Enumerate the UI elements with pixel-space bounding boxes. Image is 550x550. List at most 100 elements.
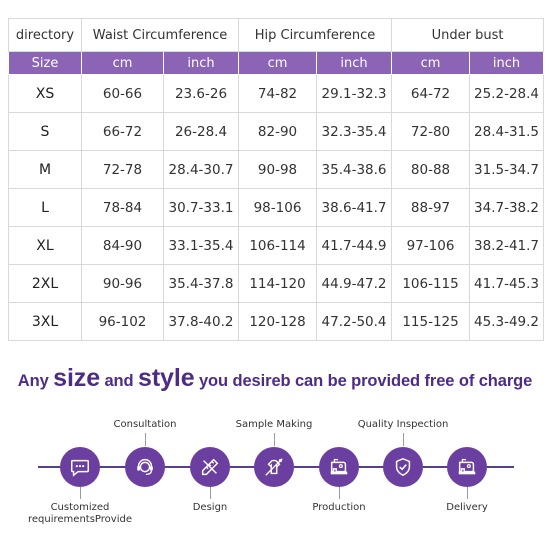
table-cell: 90-96 (81, 264, 164, 303)
table-cell: 82-90 (238, 112, 318, 151)
table-cell: 78-84 (81, 188, 164, 227)
table-cell: 38.2-41.7 (469, 226, 545, 265)
table-cell: 38.6-41.7 (316, 188, 393, 227)
table-cell: 35.4-38.6 (316, 150, 393, 189)
header-size: Size (8, 51, 82, 75)
chat-bubble-icon (71, 459, 89, 477)
table-cell: 72-80 (391, 112, 471, 151)
table-cell: 45.3-49.2 (469, 302, 545, 341)
free-customization-headline: Any size and style you desireb can be pr… (0, 364, 550, 393)
step-label-sample-making: Sample Making (235, 419, 313, 430)
sewing-icon (265, 458, 283, 476)
connector-tick (210, 487, 211, 499)
table-cell: 25.2-28.4 (469, 74, 545, 113)
table-row: S 66-72 26-28.4 82-90 32.3-35.4 72-80 28… (8, 112, 545, 151)
table-cell: 106-115 (391, 264, 471, 303)
table-cell: 98-106 (238, 188, 318, 227)
table-cell: 37.8-40.2 (162, 302, 240, 341)
table-row: 2XL 90-96 35.4-37.8 114-120 44.9-47.2 10… (8, 264, 545, 303)
table-row: XL 84-90 33.1-35.4 106-114 41.7-44.9 97-… (8, 226, 545, 265)
size-cell: XS (8, 74, 82, 113)
headline-part: and (100, 372, 139, 390)
table-cell: 80-88 (391, 150, 471, 189)
header-under-bust: Under bust (391, 18, 545, 52)
table-unit-row: Size cm inch cm inch cm inch (8, 51, 545, 75)
step-label-line: Customized (50, 502, 110, 513)
step-customized-requirements (60, 447, 100, 487)
table-cell: 66-72 (81, 112, 164, 151)
unit-cell: cm (391, 51, 471, 75)
customer-service-icon (137, 458, 153, 475)
shield-check-icon (395, 457, 411, 477)
table-cell: 120-128 (238, 302, 318, 341)
table-cell: 106-114 (238, 226, 318, 265)
table-cell: 84-90 (81, 226, 164, 265)
table-cell: 88-97 (391, 188, 471, 227)
table-cell: 35.4-37.8 (162, 264, 240, 303)
table-cell: 32.3-35.4 (316, 112, 393, 151)
table-cell: 33.1-35.4 (162, 226, 240, 265)
table-cell: 114-120 (238, 264, 318, 303)
connector-tick (467, 487, 468, 499)
step-quality-inspection (383, 447, 423, 487)
headline-style-word: style (138, 364, 195, 392)
table-cell: 23.6-26 (162, 74, 240, 113)
table-cell: 96-102 (81, 302, 164, 341)
unit-cell: cm (238, 51, 318, 75)
table-cell: 64-72 (391, 74, 471, 113)
connector-tick (145, 433, 146, 446)
step-label-design: Design (192, 502, 228, 513)
table-cell: 41.7-45.3 (469, 264, 545, 303)
table-cell: 31.5-34.7 (469, 150, 545, 189)
table-cell: 34.7-38.2 (469, 188, 545, 227)
table-row: L 78-84 30.7-33.1 98-106 38.6-41.7 88-97… (8, 188, 545, 227)
step-label-production: Production (312, 502, 366, 513)
step-label-consultation: Consultation (113, 419, 177, 430)
table-cell: 47.2-50.4 (316, 302, 393, 341)
size-cell: L (8, 188, 82, 227)
ruler-pencil-icon (201, 458, 219, 476)
size-cell: 3XL (8, 302, 82, 341)
step-production (319, 447, 359, 487)
sewing-machine-icon (458, 459, 476, 475)
unit-cell: inch (469, 51, 545, 75)
step-label-line: requirementsProvide (28, 514, 132, 525)
connector-tick (339, 487, 340, 499)
table-cell: 29.1-32.3 (316, 74, 393, 113)
table-cell: 90-98 (238, 150, 318, 189)
table-cell: 72-78 (81, 150, 164, 189)
table-row: XS 60-66 23.6-26 74-82 29.1-32.3 64-72 2… (8, 74, 545, 113)
size-chart-table: directory Waist Circumference Hip Circum… (8, 18, 545, 341)
headline-part: you desireb can be provided free of char… (194, 372, 533, 390)
step-delivery (447, 447, 487, 487)
step-design (190, 447, 230, 487)
size-cell: 2XL (8, 264, 82, 303)
table-cell: 74-82 (238, 74, 318, 113)
unit-cell: inch (316, 51, 393, 75)
step-label-delivery: Delivery (446, 502, 488, 513)
table-cell: 41.7-44.9 (316, 226, 393, 265)
step-label-quality-inspection: Quality Inspection (357, 419, 449, 430)
connector-tick (274, 433, 275, 446)
table-cell: 28.4-31.5 (469, 112, 545, 151)
size-cell: XL (8, 226, 82, 265)
table-cell: 26-28.4 (162, 112, 240, 151)
unit-cell: inch (162, 51, 240, 75)
header-waist-circumference: Waist Circumference (80, 18, 240, 52)
connector-tick (80, 487, 81, 499)
unit-cell: cm (81, 51, 164, 75)
header-directory: directory (8, 18, 82, 52)
step-label-customized: Customized requirementsProvide (28, 502, 132, 525)
table-cell: 28.4-30.7 (162, 150, 240, 189)
table-header-row: directory Waist Circumference Hip Circum… (8, 18, 545, 52)
size-cell: S (8, 112, 82, 151)
step-consultation (125, 447, 165, 487)
sewing-machine-icon (330, 459, 348, 475)
table-cell: 97-106 (391, 226, 471, 265)
table-cell: 44.9-47.2 (316, 264, 393, 303)
table-row: M 72-78 28.4-30.7 90-98 35.4-38.6 80-88 … (8, 150, 545, 189)
headline-size-word: size (53, 364, 100, 392)
table-row: 3XL 96-102 37.8-40.2 120-128 47.2-50.4 1… (8, 302, 545, 341)
headline-part: Any (17, 372, 54, 390)
connector-tick (403, 433, 404, 446)
